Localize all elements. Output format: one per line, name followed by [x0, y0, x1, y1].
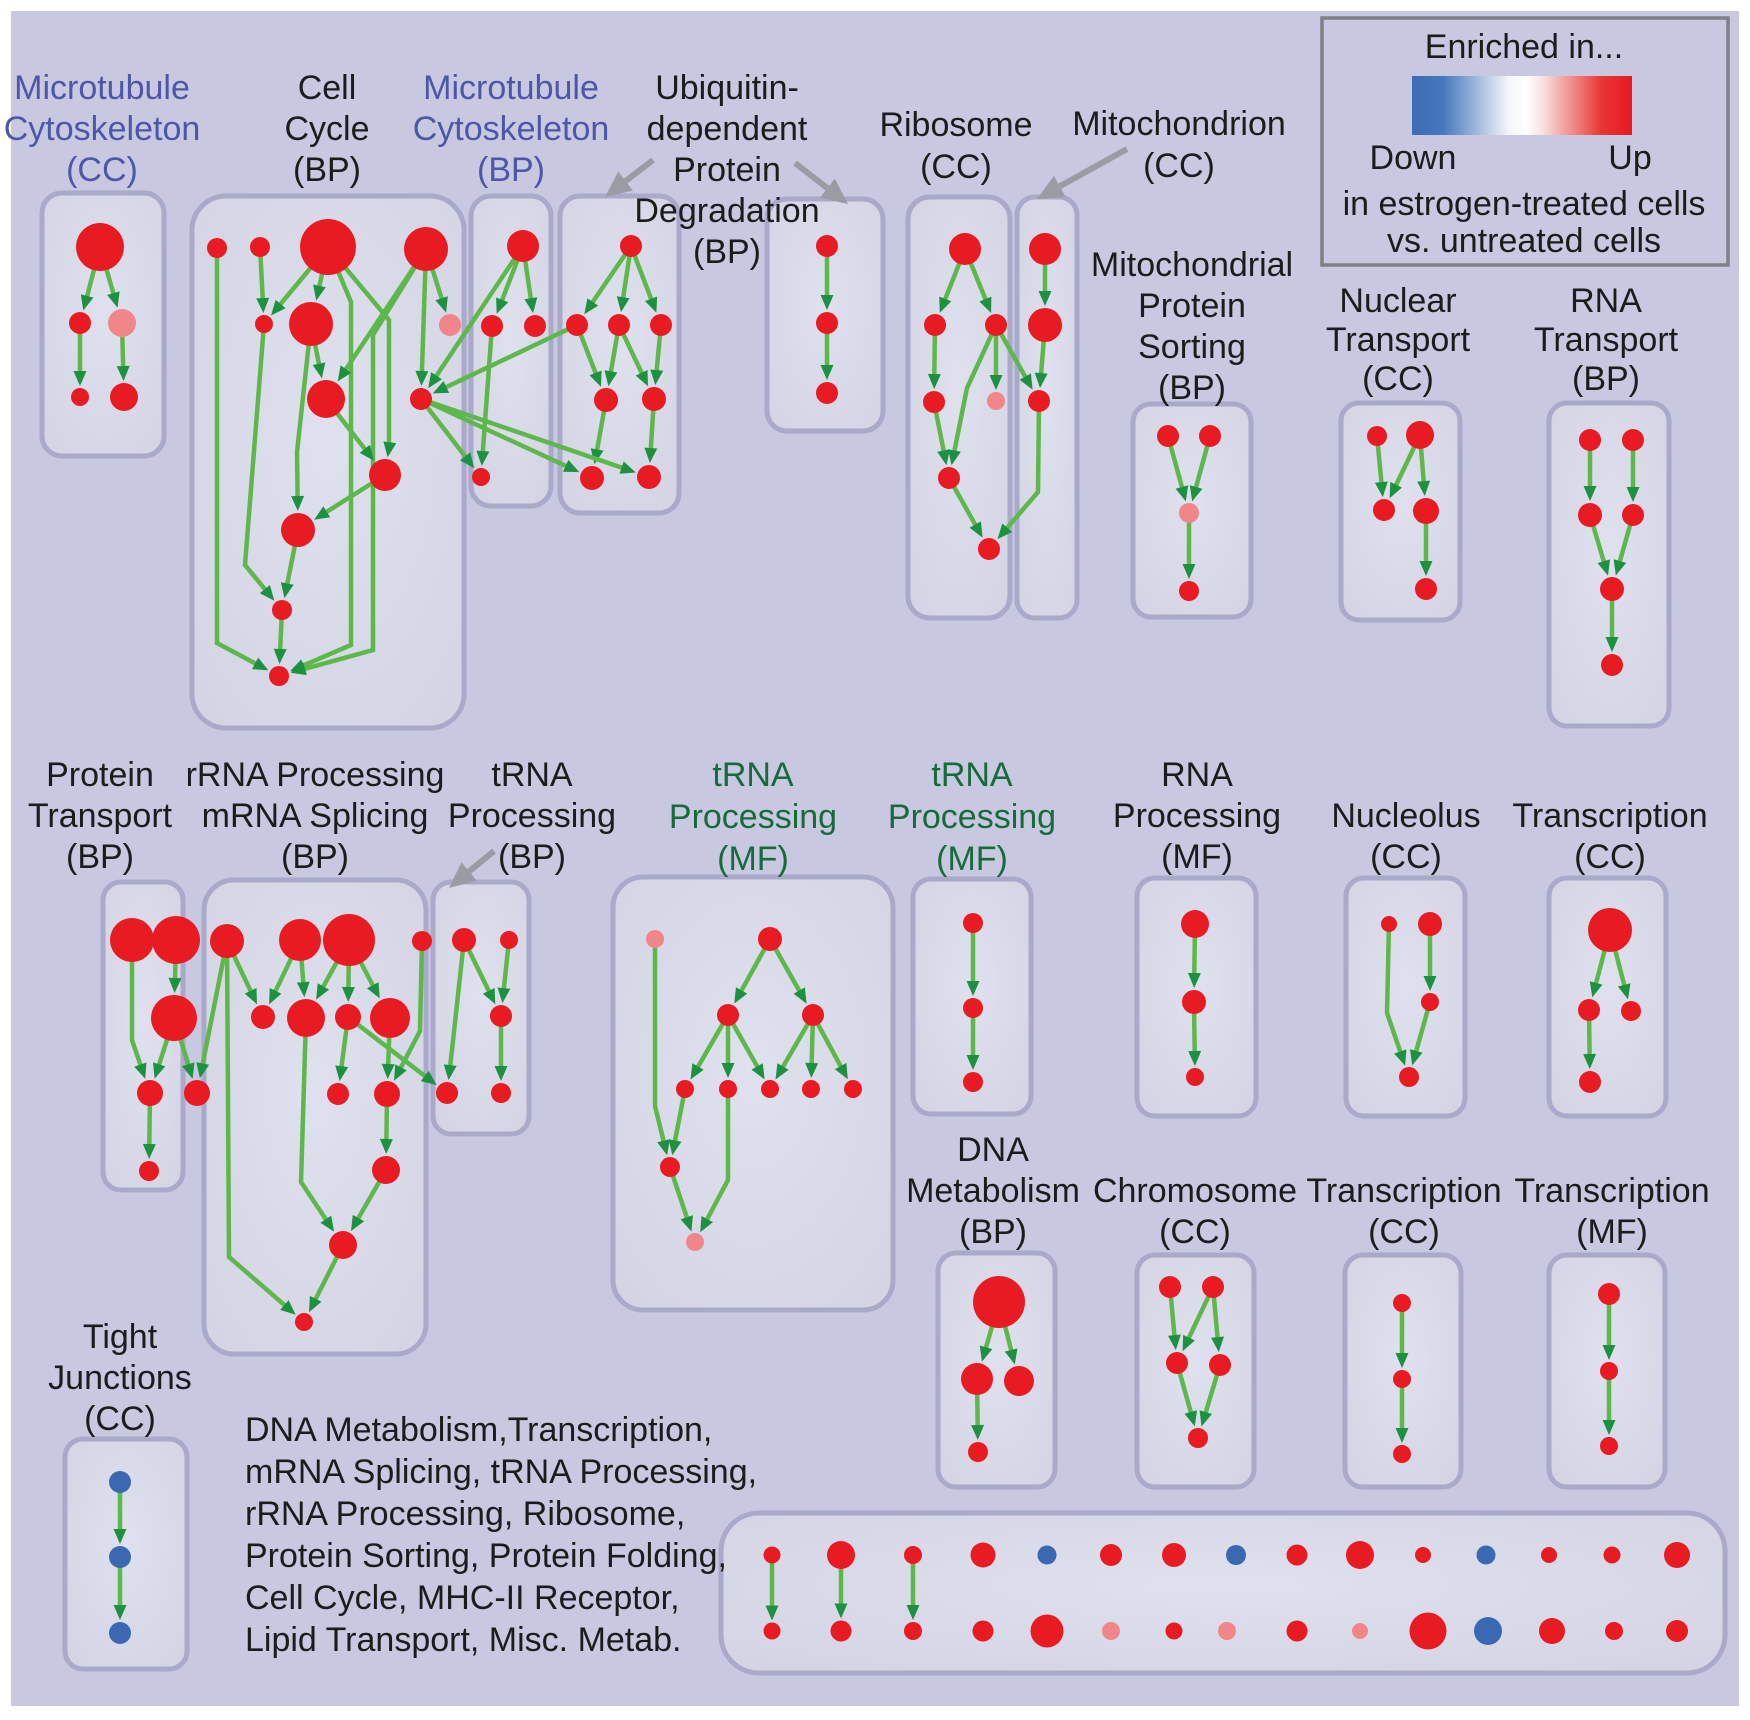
svg-text:Transcription: Transcription — [1306, 1172, 1501, 1210]
svg-text:Enriched in...: Enriched in... — [1425, 28, 1623, 66]
svg-text:Mitochondrial: Mitochondrial — [1091, 246, 1293, 284]
svg-text:(MF): (MF) — [936, 840, 1008, 878]
svg-text:Down: Down — [1370, 139, 1457, 177]
svg-text:(BP): (BP) — [1572, 360, 1640, 398]
svg-text:(CC): (CC) — [1362, 360, 1434, 398]
svg-text:Metabolism: Metabolism — [906, 1172, 1080, 1210]
svg-text:mRNA Splicing: mRNA Splicing — [202, 797, 429, 835]
svg-text:Transport: Transport — [1534, 321, 1679, 359]
svg-text:Protein: Protein — [673, 151, 781, 189]
svg-text:(CC): (CC) — [920, 148, 992, 186]
svg-text:(CC): (CC) — [1368, 1213, 1440, 1251]
svg-text:Transport: Transport — [28, 797, 173, 835]
svg-text:Junctions: Junctions — [48, 1359, 192, 1397]
svg-text:Transcription: Transcription — [1514, 1172, 1709, 1210]
svg-text:Processing: Processing — [448, 797, 616, 835]
svg-text:rRNA Processing, Ribosome,: rRNA Processing, Ribosome, — [245, 1495, 685, 1533]
svg-text:Cell: Cell — [298, 69, 357, 107]
svg-text:Sorting: Sorting — [1138, 328, 1246, 366]
svg-text:Transport: Transport — [1326, 321, 1471, 359]
svg-text:in estrogen-treated cells: in estrogen-treated cells — [1343, 185, 1706, 223]
svg-text:Protein Sorting, Protein Foldi: Protein Sorting, Protein Folding, — [245, 1537, 727, 1575]
svg-text:RNA: RNA — [1161, 756, 1233, 794]
svg-text:Cytoskeleton: Cytoskeleton — [413, 110, 610, 148]
svg-text:(MF): (MF) — [717, 840, 789, 878]
svg-text:(BP): (BP) — [293, 151, 361, 189]
svg-text:Nuclear: Nuclear — [1339, 282, 1456, 320]
svg-text:(MF): (MF) — [1161, 838, 1233, 876]
svg-text:(CC): (CC) — [66, 151, 138, 189]
svg-text:Cycle: Cycle — [284, 110, 369, 148]
svg-text:(BP): (BP) — [477, 151, 545, 189]
svg-text:dependent: dependent — [647, 110, 808, 148]
svg-text:DNA Metabolism,Transcription,: DNA Metabolism,Transcription, — [245, 1411, 712, 1449]
svg-text:Transcription: Transcription — [1512, 797, 1707, 835]
svg-text:(CC): (CC) — [1574, 838, 1646, 876]
svg-text:(BP): (BP) — [693, 233, 761, 271]
svg-text:rRNA Processing: rRNA Processing — [186, 756, 445, 794]
svg-text:tRNA: tRNA — [712, 756, 794, 794]
svg-text:(BP): (BP) — [281, 838, 349, 876]
svg-text:Microtubule: Microtubule — [14, 69, 190, 107]
svg-text:Chromosome: Chromosome — [1093, 1172, 1297, 1210]
svg-text:Lipid Transport, Misc. Metab.: Lipid Transport, Misc. Metab. — [245, 1621, 682, 1659]
svg-text:Nucleolus: Nucleolus — [1331, 797, 1480, 835]
svg-text:(CC): (CC) — [1143, 147, 1215, 185]
svg-text:(BP): (BP) — [66, 838, 134, 876]
svg-text:Tight: Tight — [83, 1318, 158, 1356]
svg-text:Microtubule: Microtubule — [423, 69, 599, 107]
svg-text:(CC): (CC) — [1370, 838, 1442, 876]
svg-text:(BP): (BP) — [1158, 369, 1226, 407]
svg-text:Protein: Protein — [46, 756, 154, 794]
svg-text:Cytoskeleton: Cytoskeleton — [4, 110, 201, 148]
svg-text:Processing: Processing — [1113, 797, 1281, 835]
svg-text:(BP): (BP) — [959, 1213, 1027, 1251]
svg-text:Ribosome: Ribosome — [879, 106, 1032, 144]
svg-text:mRNA Splicing, tRNA Processing: mRNA Splicing, tRNA Processing, — [245, 1453, 757, 1491]
svg-text:Protein: Protein — [1138, 287, 1246, 325]
svg-text:RNA: RNA — [1570, 282, 1642, 320]
svg-text:(CC): (CC) — [1159, 1213, 1231, 1251]
svg-text:DNA: DNA — [957, 1131, 1029, 1169]
svg-text:Ubiquitin-: Ubiquitin- — [655, 69, 799, 107]
svg-text:Up: Up — [1608, 139, 1651, 177]
svg-text:Mitochondrion: Mitochondrion — [1072, 105, 1286, 143]
svg-text:tRNA: tRNA — [931, 756, 1013, 794]
svg-text:Processing: Processing — [669, 798, 837, 836]
svg-text:Cell Cycle, MHC-II Receptor,: Cell Cycle, MHC-II Receptor, — [245, 1579, 680, 1617]
svg-text:(MF): (MF) — [1576, 1213, 1648, 1251]
svg-text:tRNA: tRNA — [491, 756, 573, 794]
svg-text:(CC): (CC) — [84, 1400, 156, 1438]
svg-text:(BP): (BP) — [498, 838, 566, 876]
svg-text:vs. untreated cells: vs. untreated cells — [1387, 222, 1661, 260]
svg-text:Processing: Processing — [888, 798, 1056, 836]
svg-text:Degradation: Degradation — [634, 192, 819, 230]
